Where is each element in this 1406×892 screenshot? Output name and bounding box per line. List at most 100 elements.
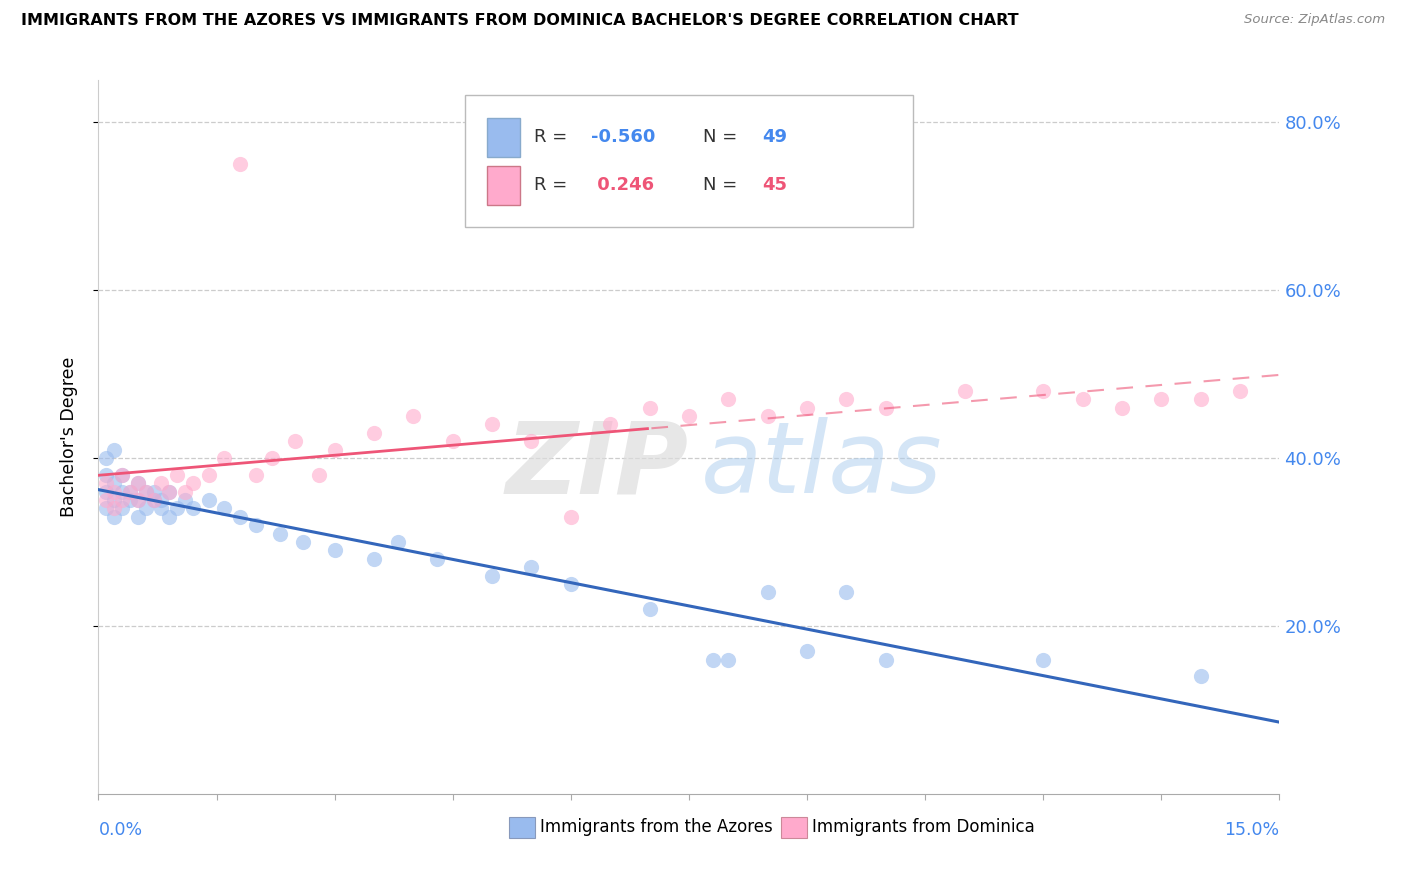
Point (127, 509, 149, 524)
Point (197, 493, 219, 508)
Point (1111, 401, 1133, 415)
Point (96, 493, 118, 508)
Point (181, 501, 204, 516)
Point (135, 484, 157, 499)
Text: ZIP: ZIP (506, 417, 689, 514)
Point (1071, 392, 1094, 407)
Point (229, 157, 252, 171)
Point (157, 509, 180, 524)
Text: N =: N = (703, 128, 744, 146)
Point (1189, 392, 1212, 407)
Point (150, 476, 173, 491)
Point (127, 493, 149, 508)
Point (214, 501, 236, 516)
Point (875, 652, 897, 666)
Point (426, 551, 449, 566)
Point (520, 560, 543, 574)
Point (1032, 384, 1054, 398)
Point (174, 493, 197, 508)
Bar (782, 817, 807, 838)
Point (142, 493, 165, 508)
Point (717, 652, 740, 666)
Point (96, 501, 118, 516)
Point (96, 467, 118, 482)
Point (197, 467, 219, 482)
Point (756, 409, 779, 423)
Bar (509, 817, 536, 838)
Point (214, 451, 236, 466)
Point (387, 535, 409, 549)
Point (103, 442, 125, 457)
Point (520, 434, 543, 449)
Point (441, 434, 464, 449)
Point (481, 568, 503, 582)
Point (323, 442, 346, 457)
Point (560, 577, 582, 591)
Point (638, 401, 661, 415)
Text: N =: N = (703, 177, 744, 194)
Point (702, 652, 724, 666)
Point (323, 543, 346, 558)
Point (599, 417, 621, 432)
Point (402, 409, 425, 423)
Text: Source: ZipAtlas.com: Source: ZipAtlas.com (1244, 13, 1385, 27)
Point (835, 392, 858, 407)
Point (638, 602, 661, 616)
Y-axis label: Bachelor's Degree: Bachelor's Degree (59, 357, 77, 517)
Point (796, 644, 818, 658)
Point (103, 509, 125, 524)
Text: atlas: atlas (700, 417, 942, 514)
Point (796, 401, 818, 415)
Point (157, 484, 180, 499)
Text: R =: R = (534, 128, 574, 146)
Point (245, 518, 267, 533)
Point (118, 484, 141, 499)
Point (103, 476, 125, 491)
Point (96, 451, 118, 466)
Point (96, 476, 118, 491)
Point (150, 501, 173, 516)
Point (260, 451, 283, 466)
Point (363, 551, 385, 566)
Point (103, 501, 125, 516)
Point (292, 535, 315, 549)
Point (135, 501, 157, 516)
Point (284, 434, 307, 449)
Text: Immigrants from the Azores: Immigrants from the Azores (540, 819, 773, 837)
Point (111, 467, 134, 482)
Point (1189, 669, 1212, 683)
Point (118, 493, 141, 508)
Text: 0.0%: 0.0% (98, 821, 142, 838)
Text: 45: 45 (762, 177, 787, 194)
Point (127, 493, 149, 508)
Point (142, 484, 165, 499)
Point (953, 384, 976, 398)
Point (103, 493, 125, 508)
Point (127, 476, 149, 491)
Point (1150, 392, 1173, 407)
Point (1032, 652, 1054, 666)
Point (245, 467, 267, 482)
Point (560, 509, 582, 524)
Text: IMMIGRANTS FROM THE AZORES VS IMMIGRANTS FROM DOMINICA BACHELOR'S DEGREE CORRELA: IMMIGRANTS FROM THE AZORES VS IMMIGRANTS… (21, 13, 1019, 29)
Point (1229, 384, 1251, 398)
Point (174, 484, 197, 499)
Point (142, 493, 165, 508)
Text: Immigrants from Dominica: Immigrants from Dominica (811, 819, 1035, 837)
Text: 49: 49 (762, 128, 787, 146)
Point (717, 392, 740, 407)
Point (363, 425, 385, 440)
Point (481, 417, 503, 432)
Point (135, 484, 157, 499)
Point (111, 484, 134, 499)
Text: 15.0%: 15.0% (1225, 821, 1279, 838)
Point (111, 467, 134, 482)
Text: -0.560: -0.560 (591, 128, 655, 146)
Point (111, 501, 134, 516)
Point (111, 493, 134, 508)
Point (150, 493, 173, 508)
Point (875, 401, 897, 415)
Bar (486, 118, 520, 157)
Point (835, 585, 858, 599)
Point (269, 526, 291, 541)
